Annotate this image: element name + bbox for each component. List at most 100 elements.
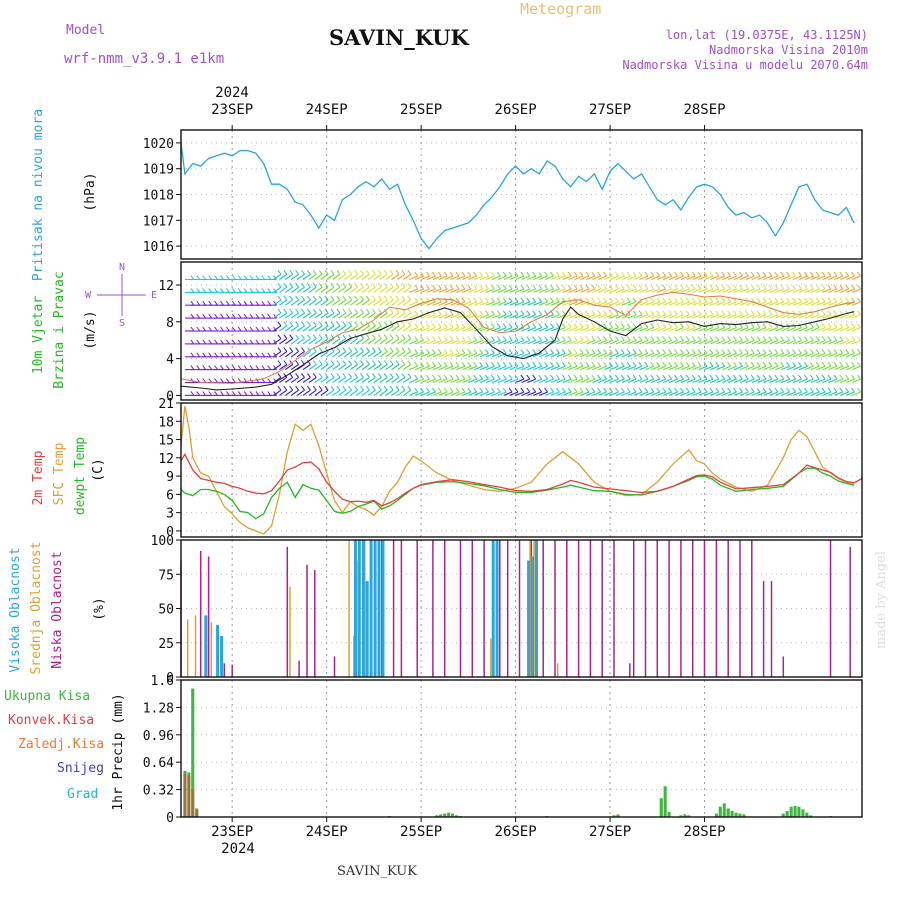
wind-barb-tick: [336, 282, 341, 288]
wind-barb-tick: [804, 349, 808, 354]
wind-barb-tick: [556, 374, 560, 380]
wind-barb-tick: [414, 297, 419, 303]
legend-frozen-rain: Zaledj.Kisa: [18, 737, 104, 752]
wind-barb-tick: [485, 374, 489, 380]
wind-barb: [438, 352, 448, 358]
wind-barb: [385, 299, 394, 306]
wind-barb: [562, 301, 572, 306]
temp-unit-label: (C): [91, 458, 106, 481]
wind-barb: [533, 314, 542, 319]
wind-barb: [302, 325, 311, 332]
wind-barb: [521, 352, 531, 358]
wind-barb-tick: [502, 271, 507, 277]
wind-barb: [538, 301, 548, 306]
wind-barb-tick: [202, 339, 207, 345]
wind-barb: [745, 314, 755, 319]
wind-barb-tick: [420, 310, 425, 316]
wind-barb: [662, 301, 672, 306]
wind-barb-tick: [768, 323, 773, 328]
wind-barb: [367, 273, 376, 280]
wind-barb-tick: [342, 308, 347, 314]
wind-barb: [822, 275, 832, 281]
wind-barb: [598, 301, 607, 306]
wind-barb-tick: [301, 347, 305, 352]
wind-barb: [769, 314, 779, 319]
wind-barb-tick: [255, 313, 260, 319]
wind-barb: [550, 288, 560, 293]
wind-barb: [302, 273, 311, 280]
wind-barb: [444, 314, 454, 319]
wind-barb: [757, 288, 767, 293]
wind-barb: [397, 338, 406, 345]
wind-barb: [804, 327, 814, 332]
wind-barb: [739, 301, 749, 306]
wind-barb: [751, 314, 761, 319]
wind-barb: [409, 339, 418, 345]
wind-barb: [432, 275, 442, 281]
wind-barb: [462, 378, 472, 384]
wind-barb-tick: [414, 323, 419, 328]
wind-barb-tick: [644, 284, 649, 290]
wind-barb: [621, 327, 631, 332]
wind-barb-tick: [395, 282, 400, 288]
wind-barb: [828, 378, 838, 384]
wind-barb-tick: [426, 323, 430, 328]
wind-barb-tick: [267, 326, 272, 332]
wind-barb: [403, 299, 412, 306]
wind-barb: [562, 327, 572, 332]
wind-barb: [556, 288, 566, 293]
wind-barb: [355, 376, 364, 383]
wind-barb: [562, 391, 572, 396]
wind-barb: [373, 389, 382, 396]
wind-barb-tick: [289, 385, 294, 391]
wind-barb: [290, 286, 299, 293]
wind-barb: [409, 365, 418, 371]
wind-barb: [462, 275, 472, 281]
wind-barb: [698, 352, 708, 358]
wind-barb-tick: [496, 374, 501, 380]
precip-bar-total: [730, 811, 734, 817]
wind-barb-tick: [792, 361, 796, 367]
wind-barb: [775, 275, 784, 281]
ytick-label-clouds: 100: [151, 534, 174, 549]
wind-barb: [668, 391, 678, 396]
wind-barb-tick: [644, 387, 649, 393]
wind-barb-tick: [556, 323, 560, 328]
wind-barb-tick: [389, 373, 394, 378]
wind-barb-tick: [857, 323, 861, 328]
wind-barb: [733, 288, 743, 293]
wind-barb-tick: [585, 271, 590, 277]
wind-barb-tick: [809, 336, 814, 341]
wind-barb-tick: [289, 347, 294, 352]
wind-barb: [420, 339, 430, 345]
precip-bar-total: [809, 815, 813, 817]
wind-barb: [320, 376, 329, 383]
wind-barb: [822, 339, 832, 345]
wind-barb-tick: [431, 336, 436, 341]
wind-barb-tick: [214, 288, 219, 293]
wind-barb-tick: [273, 326, 278, 332]
date-label-top: 26SEP: [495, 102, 537, 118]
wind-barb: [733, 352, 743, 358]
wind-barb-tick: [414, 310, 419, 316]
wind-barb: [550, 327, 560, 332]
wind-barb-tick: [556, 349, 560, 354]
precip-bar-total: [742, 814, 746, 817]
wind-barb-tick: [312, 385, 317, 391]
wind-barb: [851, 352, 861, 358]
wind-barb-tick: [377, 269, 382, 275]
precip-bar-total: [612, 815, 616, 817]
wind-barb: [544, 275, 554, 281]
wind-barb-tick: [821, 361, 826, 367]
wind-barb: [851, 339, 861, 345]
wind-barb-tick: [237, 352, 242, 358]
wind-barb: [302, 376, 311, 383]
wind-barb: [397, 325, 406, 332]
precip-bar-total: [663, 786, 667, 817]
wind-barb: [633, 339, 643, 345]
wind-barb: [485, 288, 495, 293]
wind-barb-tick: [479, 349, 484, 354]
wind-barb-tick: [208, 275, 213, 280]
wind-barb: [308, 389, 317, 396]
wind-barb-tick: [443, 336, 448, 341]
